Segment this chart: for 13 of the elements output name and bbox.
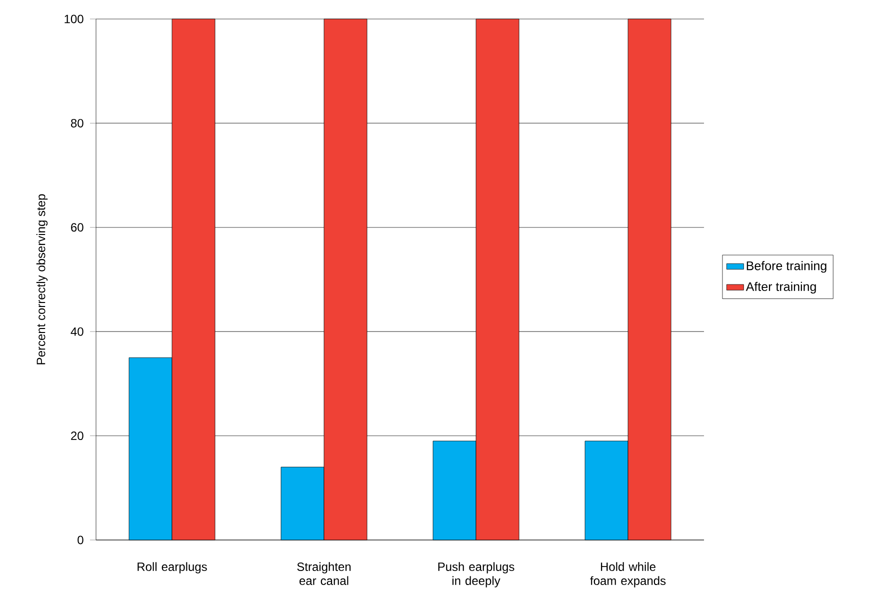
x-tick-label: Push earplugs in deeply	[438, 562, 514, 588]
legend-label: Before training	[746, 261, 826, 273]
y-tick-label: 20	[71, 432, 84, 440]
x-tick-label: Hold while foam expands	[590, 562, 666, 588]
y-tick-label: 40	[70, 327, 84, 336]
x-tick-label: Roll earplugs	[138, 562, 207, 574]
y-tick-label: 60	[71, 223, 84, 232]
y-axis-title: Percent correctly observing step	[36, 194, 48, 364]
y-tick-label: 0	[78, 536, 84, 544]
x-tick-label: Straighten ear canal	[297, 562, 351, 586]
y-tick-label: 80	[70, 118, 84, 128]
y-tick-label: 100	[64, 14, 84, 24]
legend-label: After training	[746, 282, 816, 294]
